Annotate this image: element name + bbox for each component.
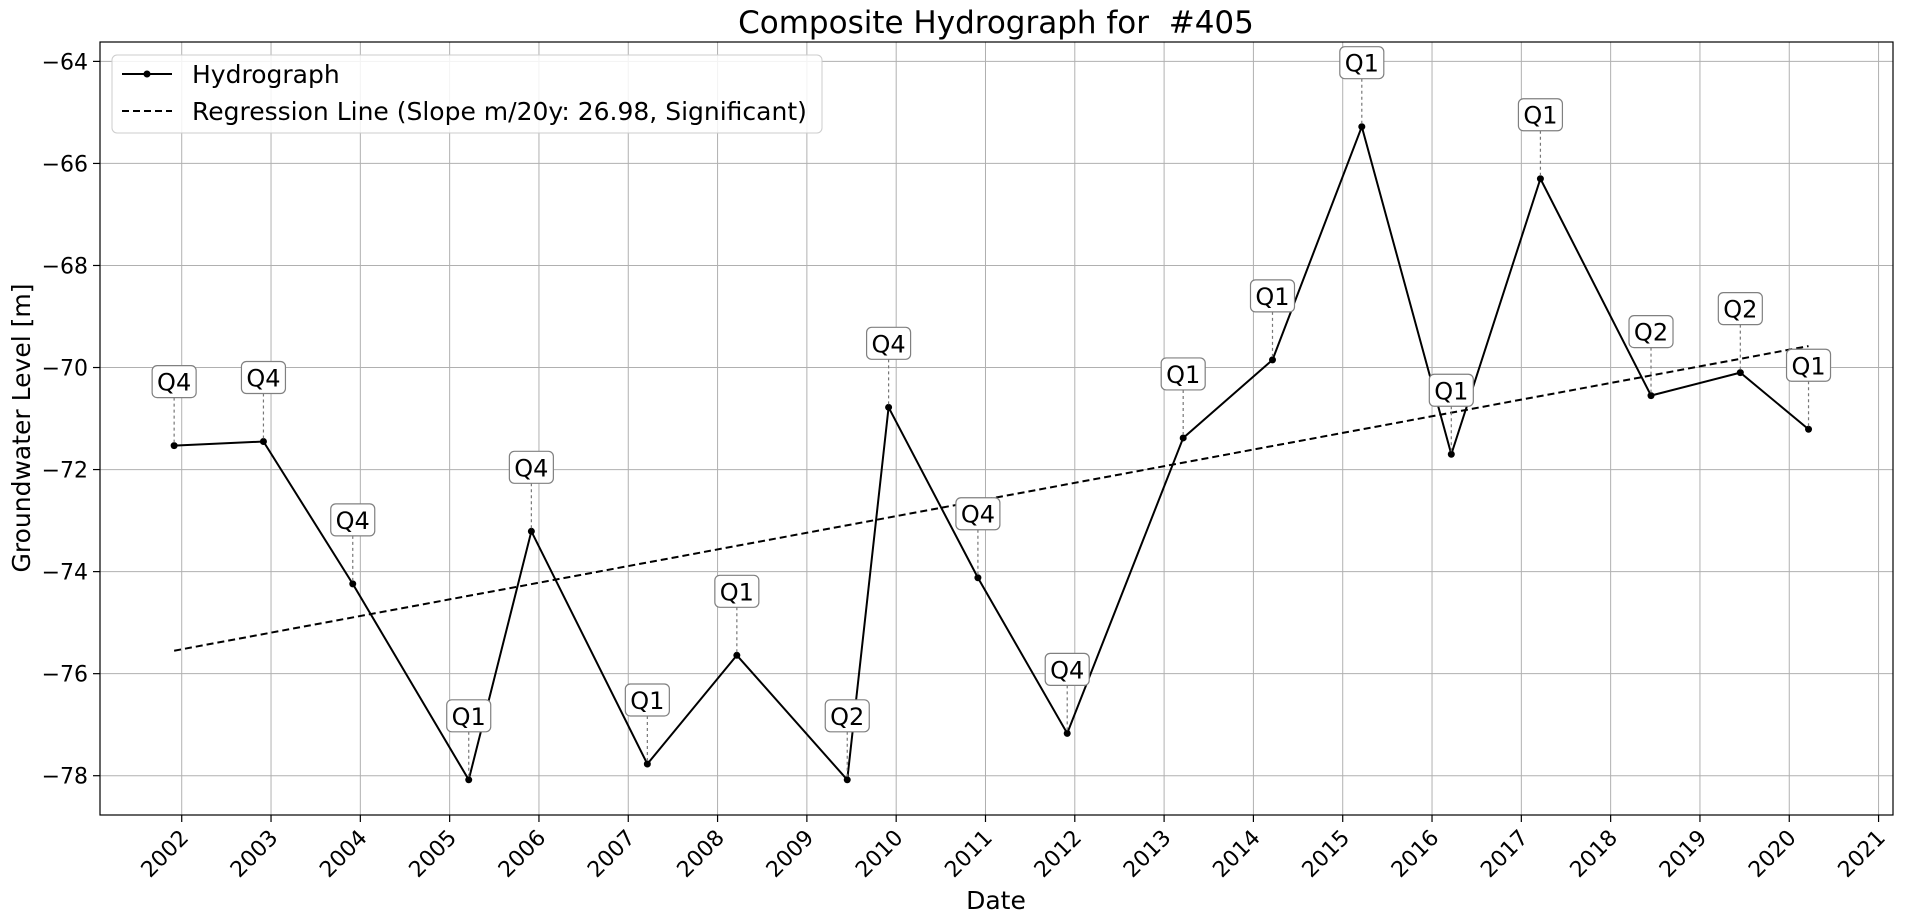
y-tick-label: −68 [42,254,88,279]
annotation-box [1249,279,1296,313]
quarter-label: Q1 [630,687,664,715]
annotation-box [1517,98,1564,132]
quarter-label: Q4 [336,507,370,535]
annotation-box [1785,348,1832,382]
quarter-label: Q1 [1791,352,1825,380]
hydrograph-point [259,438,267,446]
chart-title: Composite Hydrograph for #405 [738,5,1254,41]
hydrograph-point [643,760,651,768]
y-axis-title: Groundwater Level [m] [7,284,36,573]
hydrograph-point [1447,450,1455,458]
quarter-label: Q2 [1723,296,1757,324]
plot-frame [99,41,1894,816]
quarter-label: Q1 [1166,361,1200,389]
annotation-box [240,360,287,395]
quarter-label: Q4 [514,454,548,482]
hydrograph-point [1179,434,1187,442]
hydrograph-point [1268,356,1276,364]
legend-label-regression: Regression Line (Slope m/20y: 26.98, Sig… [192,97,807,126]
quarter-label: Q2 [830,703,864,731]
hydrograph-point [843,776,851,784]
y-tick-label: −78 [42,765,88,790]
quarter-label: Q1 [452,703,486,731]
y-axis: −64 −66 −68 −70 −72 −74 −76 −78 [42,50,100,790]
annotation-box [955,497,1001,531]
y-tick-label: −72 [42,459,88,484]
annotation-box [330,503,376,537]
hydrograph-point [349,580,357,588]
quarter-label: Q1 [1523,102,1557,130]
quarter-label: Q4 [1050,656,1084,684]
y-tick-label: −66 [42,152,88,177]
quarter-label: Q4 [157,369,191,397]
hydrograph-point [527,527,535,535]
annotation-box [1339,46,1385,80]
quarter-label: Q2 [1634,319,1668,347]
hydrograph-point [885,403,893,411]
legend-label-hydrograph: Hydrograph [192,60,340,89]
hydrograph-point [1647,392,1655,400]
quarter-label: Q1 [1255,283,1289,311]
hydrograph-point [974,574,982,582]
annotation-box [508,450,554,484]
quarter-label: Q1 [1345,50,1379,78]
quarter-annotations: Q4 Q4 Q4 Q1 Q4 Q1 Q1 Q2 Q4 Q4 Q4 Q1 Q1 Q1 Q1 Q1 Q2 Q2 Q1 [151,46,1832,777]
hydrograph-point [1805,425,1813,433]
annotation-box [151,364,197,399]
hydrograph-point [1063,729,1071,737]
quarter-label: Q1 [720,578,754,606]
hydrograph-series [170,123,1813,784]
y-tick-label: −64 [42,50,88,75]
annotation-box [1717,292,1763,326]
x-axis-title: Date [966,886,1026,915]
annotation-box [1628,314,1674,349]
legend-box [111,54,823,134]
y-tick-label: −70 [42,357,88,382]
legend: Hydrograph Regression Line (Slope m/20y:… [111,54,823,134]
hydrograph-point [170,442,178,450]
quarter-label: Q4 [961,501,995,529]
y-tick-label: −76 [42,663,88,688]
annotation-box [1160,357,1206,391]
quarter-label: Q1 [1434,377,1468,405]
annotation-box [865,326,912,360]
hydrograph-point [733,651,741,659]
y-tick-label: −74 [42,561,88,586]
annotation-box [1044,652,1090,686]
annotation-box [714,574,760,608]
annotation-box [824,699,870,733]
hydrograph-point [1358,123,1366,131]
legend-hydrograph-marker [143,70,151,78]
quarter-label: Q4 [246,365,280,393]
annotation-box [624,683,670,717]
hydrograph-point [465,776,473,784]
hydrograph-point [1536,175,1544,183]
grid [100,42,1893,815]
quarter-label: Q4 [872,330,906,358]
hydrograph-point [1736,369,1744,377]
annotation-box [446,699,492,733]
annotation-box [1428,373,1474,407]
